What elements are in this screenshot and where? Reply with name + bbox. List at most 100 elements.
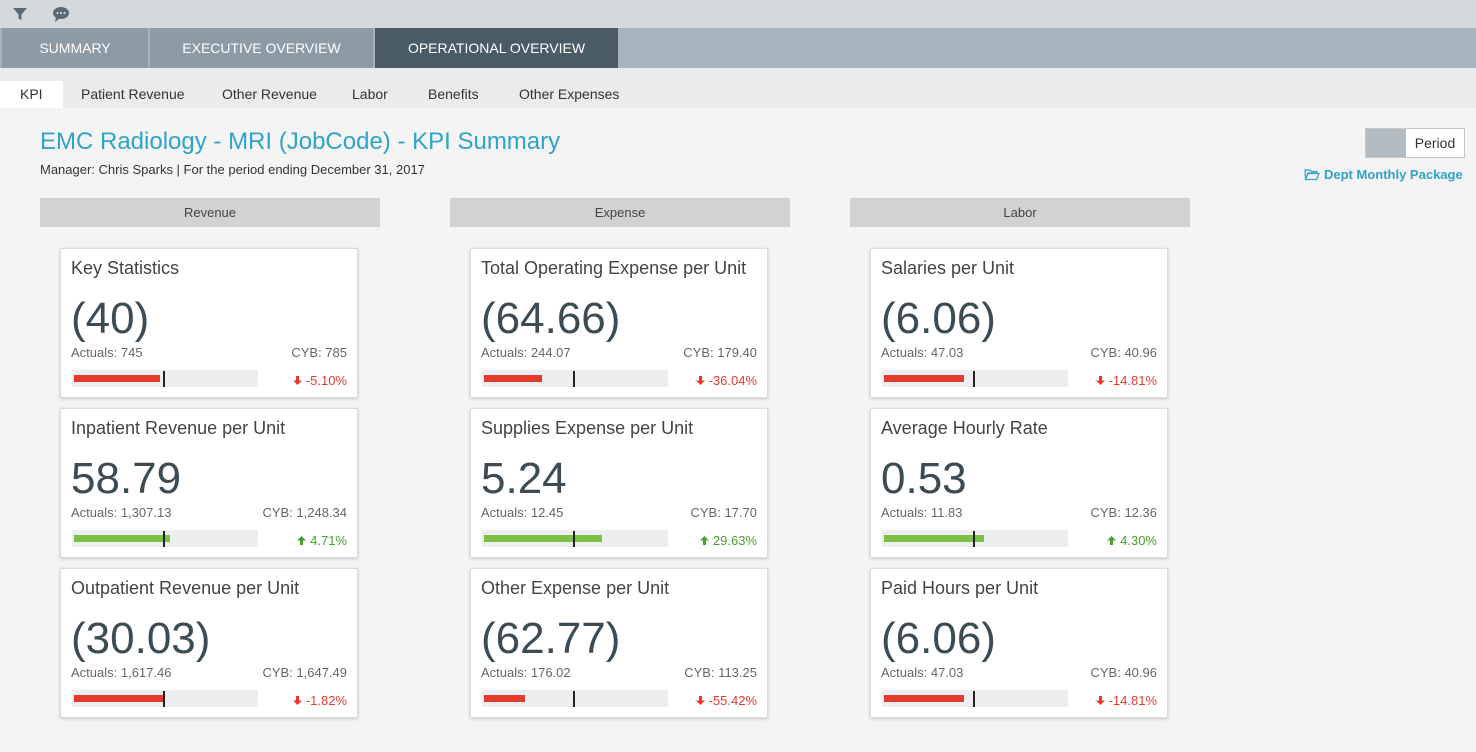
kpi-card-actuals: Actuals: 176.02 xyxy=(481,665,571,680)
kpi-progress-track xyxy=(882,690,1068,707)
kpi-progress-fill xyxy=(74,535,170,542)
kpi-progress-fill xyxy=(884,695,964,702)
filter-icon[interactable] xyxy=(11,5,29,23)
kpi-card[interactable]: Supplies Expense per Unit 5.24 Actuals: 12… xyxy=(470,408,768,558)
kpi-card-value: 5.24 xyxy=(481,454,567,503)
tab-executive-overview[interactable]: EXECUTIVE OVERVIEW xyxy=(150,28,373,68)
kpi-card-value: (30.03) xyxy=(71,614,211,663)
kpi-card[interactable]: Average Hourly Rate 0.53 Actuals: 11.83 CYB… xyxy=(870,408,1168,558)
kpi-progress-track xyxy=(72,690,258,707)
kpi-progress-fill xyxy=(74,695,163,702)
kpi-variance: -14.81% xyxy=(1095,693,1157,708)
kpi-card-actuals: Actuals: 11.83 xyxy=(881,505,963,520)
subtab-benefits[interactable]: Benefits xyxy=(428,86,479,102)
kpi-card[interactable]: Total Operating Expense per Unit (64.66) A… xyxy=(470,248,768,398)
kpi-target-marker xyxy=(973,691,975,707)
kpi-card-actuals: Actuals: 1,617.46 xyxy=(71,665,172,680)
dept-monthly-package-label: Dept Monthly Package xyxy=(1324,167,1463,182)
period-toggle[interactable]: Period xyxy=(1365,128,1465,158)
kpi-card-cyb: CYB: 40.96 xyxy=(1090,665,1158,680)
kpi-card-title: Salaries per Unit xyxy=(881,258,1015,278)
kpi-progress-track xyxy=(482,530,668,547)
kpi-card-actuals: Actuals: 47.03 xyxy=(881,665,964,680)
arrow-down-icon xyxy=(1095,696,1105,705)
kpi-variance: 4.71% xyxy=(296,533,347,548)
kpi-card-cyb: CYB: 785 xyxy=(291,345,347,360)
tab-summary[interactable]: SUMMARY xyxy=(2,28,148,68)
toggle-knob[interactable] xyxy=(1366,129,1406,157)
top-toolbar xyxy=(0,0,1476,28)
kpi-target-marker xyxy=(573,371,575,387)
kpi-progress-track xyxy=(482,690,668,707)
kpi-card-cyb: CYB: 1,647.49 xyxy=(262,665,347,680)
kpi-card-actuals: Actuals: 47.03 xyxy=(881,345,964,360)
arrow-down-icon xyxy=(292,696,302,705)
subtab-other-expenses[interactable]: Other Expenses xyxy=(519,86,620,102)
kpi-variance: -1.82% xyxy=(292,693,347,708)
kpi-progress-fill xyxy=(484,535,602,542)
kpi-card[interactable]: Outpatient Revenue per Unit (30.03) Actual… xyxy=(60,568,358,718)
comment-icon[interactable] xyxy=(52,5,70,23)
kpi-card[interactable]: Key Statistics (40) Actuals: 745 CYB: 785 -5… xyxy=(60,248,358,398)
page-subtitle: Manager: Chris Sparks | For the period e… xyxy=(40,162,425,177)
kpi-card-cyb: CYB: 1,248.34 xyxy=(262,505,347,520)
kpi-progress-fill xyxy=(74,375,160,382)
kpi-card-cyb: CYB: 12.36 xyxy=(1090,505,1158,520)
arrow-down-icon xyxy=(695,376,705,385)
kpi-progress-fill xyxy=(484,695,525,702)
subtab-other-revenue[interactable]: Other Revenue xyxy=(222,86,317,102)
kpi-variance: -5.10% xyxy=(292,373,347,388)
subtab-labor[interactable]: Labor xyxy=(352,86,388,102)
kpi-card-value: (64.66) xyxy=(481,294,621,343)
kpi-progress-fill xyxy=(884,535,984,542)
kpi-variance: 4.30% xyxy=(1106,533,1157,548)
kpi-card[interactable]: Paid Hours per Unit (6.06) Actuals: 47.03 C… xyxy=(870,568,1168,718)
kpi-card-cyb: CYB: 179.40 xyxy=(683,345,757,360)
tab-operational-overview[interactable]: OPERATIONAL OVERVIEW xyxy=(375,28,618,68)
kpi-target-marker xyxy=(573,531,575,547)
column-header-expense: Expense xyxy=(450,198,790,227)
sub-tabs: KPI Patient Revenue Other Revenue Labor … xyxy=(0,68,1476,108)
arrow-down-icon xyxy=(292,376,302,385)
kpi-variance-value: -14.81% xyxy=(1108,373,1157,388)
kpi-card-title: Key Statistics xyxy=(71,258,180,278)
column-header-labor: Labor xyxy=(850,198,1190,227)
kpi-card-value: 0.53 xyxy=(881,454,967,503)
kpi-card-title: Other Expense per Unit xyxy=(481,578,670,598)
subtab-kpi[interactable]: KPI xyxy=(0,81,63,108)
column-header-revenue: Revenue xyxy=(40,198,380,227)
dept-monthly-package-link[interactable]: Dept Monthly Package xyxy=(1304,167,1463,182)
main-tabs: SUMMARY EXECUTIVE OVERVIEW OPERATIONAL O… xyxy=(0,28,1476,68)
kpi-card-title: Outpatient Revenue per Unit xyxy=(71,578,300,598)
kpi-progress-fill xyxy=(484,375,542,382)
arrow-up-icon xyxy=(1107,536,1117,545)
folder-open-icon xyxy=(1304,169,1320,181)
kpi-card-title: Inpatient Revenue per Unit xyxy=(71,418,286,438)
kpi-target-marker xyxy=(163,371,165,387)
kpi-card-value: (6.06) xyxy=(881,294,996,343)
arrow-down-icon xyxy=(695,696,705,705)
page-title: EMC Radiology - MRI (JobCode) - KPI Summ… xyxy=(40,128,561,155)
kpi-variance-value: 4.71% xyxy=(310,533,347,548)
kpi-card-value: (40) xyxy=(71,294,150,343)
kpi-variance: -55.42% xyxy=(695,693,757,708)
kpi-card[interactable]: Salaries per Unit (6.06) Actuals: 47.03 CYB… xyxy=(870,248,1168,398)
kpi-target-marker xyxy=(163,691,165,707)
subtab-patient-revenue[interactable]: Patient Revenue xyxy=(81,86,185,102)
kpi-card-actuals: Actuals: 1,307.13 xyxy=(71,505,172,520)
kpi-progress-fill xyxy=(884,375,964,382)
kpi-variance-value: -55.42% xyxy=(708,693,757,708)
kpi-progress-track xyxy=(882,530,1068,547)
period-toggle-label: Period xyxy=(1414,135,1456,151)
kpi-card-title: Supplies Expense per Unit xyxy=(481,418,694,438)
kpi-card-actuals: Actuals: 244.07 xyxy=(481,345,571,360)
kpi-progress-track xyxy=(72,530,258,547)
kpi-target-marker xyxy=(973,531,975,547)
kpi-target-marker xyxy=(973,371,975,387)
kpi-card-cyb: CYB: 40.96 xyxy=(1090,345,1158,360)
kpi-card[interactable]: Inpatient Revenue per Unit 58.79 Actuals: … xyxy=(60,408,358,558)
kpi-card-title: Total Operating Expense per Unit xyxy=(481,258,747,278)
kpi-variance-value: -14.81% xyxy=(1108,693,1157,708)
kpi-card[interactable]: Other Expense per Unit (62.77) Actuals: 17… xyxy=(470,568,768,718)
kpi-variance-value: -5.10% xyxy=(305,373,347,388)
